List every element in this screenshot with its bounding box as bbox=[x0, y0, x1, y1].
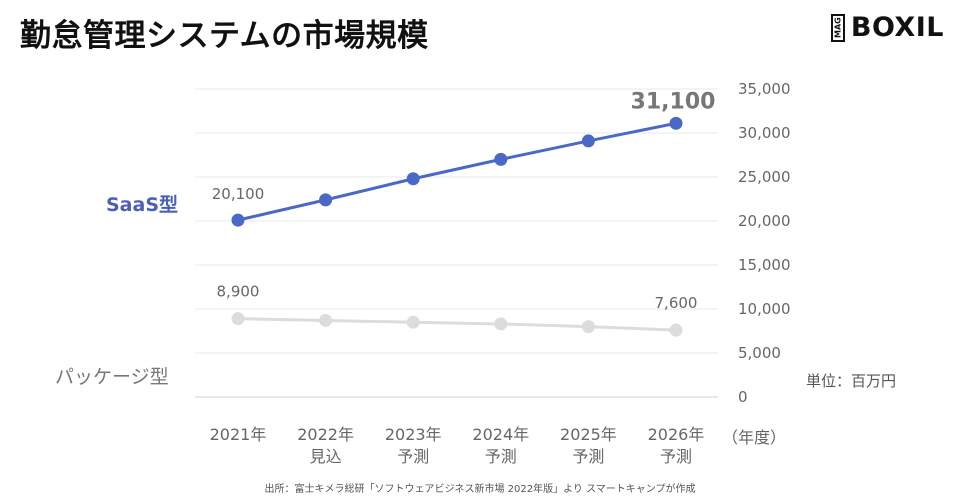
data-label: 7,600 bbox=[655, 294, 698, 312]
package-series-line bbox=[236, 317, 678, 332]
y-tick-label: 35,000 bbox=[738, 80, 791, 98]
package-data-point bbox=[319, 313, 333, 327]
series-label-package: パッケージ型 bbox=[55, 366, 169, 388]
y-tick-label: 25,000 bbox=[738, 168, 791, 186]
y-tick-label: 30,000 bbox=[738, 124, 791, 142]
saas-data-point bbox=[669, 116, 683, 130]
y-tick-label: 0 bbox=[738, 388, 748, 406]
y-tick-label: 15,000 bbox=[738, 256, 791, 274]
x-tick-label: 2026年 bbox=[648, 425, 705, 444]
package-data-point bbox=[406, 315, 420, 329]
x-tick-label: 2023年 bbox=[385, 425, 442, 444]
x-tick-sublabel: 予測 bbox=[485, 447, 517, 466]
package-data-point bbox=[581, 320, 595, 334]
x-tick-label: 2022年 bbox=[297, 425, 354, 444]
boxil-logo: MAG BOXIL bbox=[830, 12, 944, 43]
saas-data-point bbox=[494, 152, 508, 166]
x-tick-sublabel: 見込 bbox=[310, 447, 342, 466]
x-tick-label: 2025年 bbox=[560, 425, 617, 444]
data-label: 20,100 bbox=[212, 185, 265, 203]
saas-data-point bbox=[581, 134, 595, 148]
saas-series-line bbox=[236, 121, 678, 222]
saas-data-point bbox=[406, 172, 420, 186]
x-tick-label: 2024年 bbox=[472, 425, 529, 444]
series-label-saas: SaaS型 bbox=[106, 194, 179, 216]
y-tick-label: 10,000 bbox=[738, 300, 791, 318]
y-tick-label: 20,000 bbox=[738, 212, 791, 230]
y-tick-label: 5,000 bbox=[738, 344, 781, 362]
package-data-point bbox=[669, 323, 683, 337]
x-tick-label: 2021年 bbox=[210, 425, 267, 444]
data-label: 8,900 bbox=[217, 283, 260, 301]
x-tick-sublabel: 予測 bbox=[572, 447, 604, 466]
page-title: 勤怠管理システムの市場規模 bbox=[20, 18, 429, 54]
unit-label: 単位：百万円 bbox=[806, 372, 897, 390]
saas-data-point bbox=[319, 193, 333, 207]
source-note: 出所：富士キメラ総研「ソフトウェアビジネス新市場 2022年版」より スマートキ… bbox=[264, 484, 696, 495]
x-tick-sublabel: 予測 bbox=[397, 447, 429, 466]
package-data-point bbox=[494, 317, 508, 331]
package-data-point bbox=[231, 312, 245, 326]
x-tick-sublabel: 予測 bbox=[660, 447, 692, 466]
data-label: 31,100 bbox=[631, 89, 716, 114]
saas-data-point bbox=[231, 213, 245, 227]
logo-wordmark: BOXIL bbox=[850, 12, 944, 43]
fiscal-year-unit: （年度） bbox=[722, 428, 787, 447]
